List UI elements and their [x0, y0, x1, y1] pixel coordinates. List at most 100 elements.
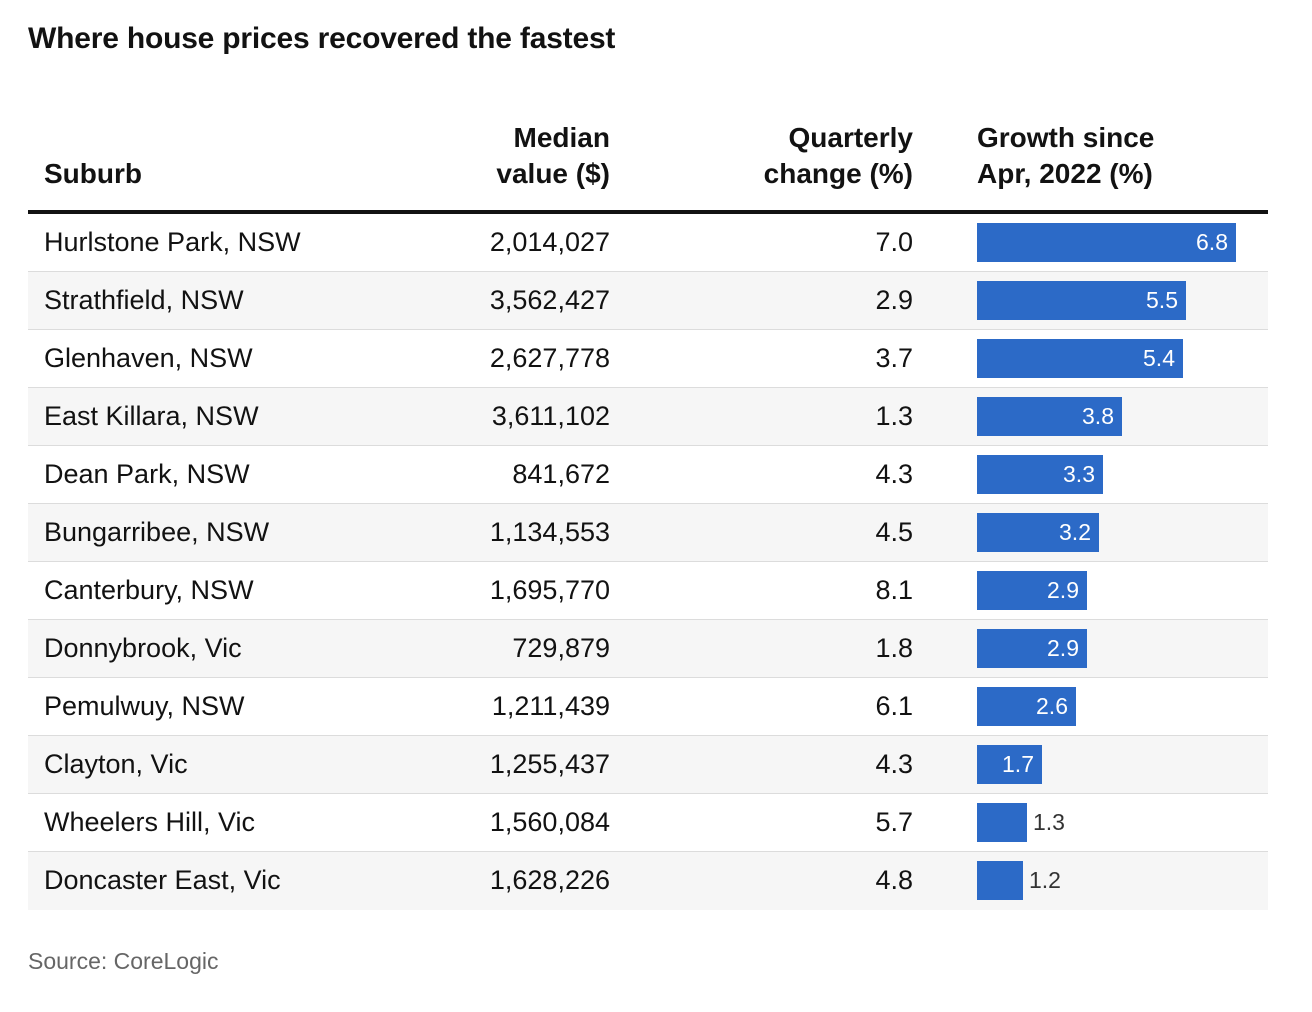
growth-bar-label: 1.7	[1002, 751, 1034, 777]
table-row: Canterbury, NSW 1,695,770 8.1 2.9	[28, 562, 1268, 620]
cell-suburb: Glenhaven, NSW	[44, 343, 253, 373]
cell-quarterly-change: 8.1	[875, 575, 913, 605]
growth-bar-cell: 1.3	[977, 803, 1267, 842]
cell-median-value: 1,695,770	[489, 575, 610, 605]
table-row: Doncaster East, Vic 1,628,226 4.8 1.2	[28, 852, 1268, 910]
cell-quarterly-change: 4.3	[875, 749, 913, 779]
growth-bar-label: 2.6	[1036, 693, 1068, 719]
cell-median-value: 3,562,427	[489, 285, 610, 315]
growth-bar-label: 2.9	[1047, 577, 1079, 603]
growth-bar-cell: 3.8	[977, 397, 1267, 436]
cell-quarterly-change: 4.5	[875, 517, 913, 547]
table-row: Clayton, Vic 1,255,437 4.3 1.7	[28, 736, 1268, 794]
cell-quarterly-change: 3.7	[875, 343, 913, 373]
cell-median-value: 729,879	[512, 633, 610, 663]
cell-suburb: Dean Park, NSW	[44, 459, 250, 489]
growth-bar	[977, 629, 1087, 668]
table-row: Pemulwuy, NSW 1,211,439 6.1 2.6	[28, 678, 1268, 736]
table-row: Wheelers Hill, Vic 1,560,084 5.7 1.3	[28, 794, 1268, 852]
data-table: Suburb Median value ($) Quarterly change…	[28, 112, 1268, 910]
cell-quarterly-change: 1.8	[875, 633, 913, 663]
table-row: Bungarribee, NSW 1,134,553 4.5 3.2	[28, 504, 1268, 562]
growth-bar-cell: 2.9	[977, 571, 1267, 610]
header-median-line1: Median	[513, 122, 610, 153]
cell-quarterly-change: 2.9	[875, 285, 913, 315]
cell-median-value: 2,014,027	[489, 227, 610, 257]
growth-bar-cell: 2.9	[977, 629, 1267, 668]
growth-bar-label: 3.2	[1059, 519, 1091, 545]
cell-quarterly-change: 1.3	[875, 401, 913, 431]
growth-bar-label: 2.9	[1047, 635, 1079, 661]
growth-bar-cell: 5.5	[977, 281, 1267, 320]
table-row: East Killara, NSW 3,611,102 1.3 3.8	[28, 388, 1268, 446]
growth-bar	[977, 397, 1122, 436]
growth-bar	[977, 223, 1236, 262]
growth-bar-label: 3.8	[1082, 403, 1114, 429]
cell-quarterly-change: 4.3	[875, 459, 913, 489]
table-row: Dean Park, NSW 841,672 4.3 3.3	[28, 446, 1268, 504]
cell-median-value: 1,628,226	[489, 865, 610, 895]
header-growth-line2: Apr, 2022 (%)	[977, 158, 1153, 189]
growth-bar	[977, 513, 1099, 552]
header-quarterly-change: Quarterly change (%)	[764, 120, 913, 192]
header-suburb-label: Suburb	[44, 158, 142, 189]
growth-bar-cell: 3.3	[977, 455, 1267, 494]
table-row: Strathfield, NSW 3,562,427 2.9 5.5	[28, 272, 1268, 330]
header-median-value: Median value ($)	[496, 120, 610, 192]
cell-suburb: Wheelers Hill, Vic	[44, 807, 256, 837]
growth-bar-cell: 1.7	[977, 745, 1267, 784]
table-body: Hurlstone Park, NSW 2,014,027 7.0 6.8 Strath…	[28, 214, 1268, 910]
header-growth: Growth since Apr, 2022 (%)	[977, 120, 1154, 192]
cell-median-value: 2,627,778	[489, 343, 610, 373]
growth-bar	[977, 281, 1186, 320]
growth-bar	[977, 803, 1027, 842]
cell-suburb: Hurlstone Park, NSW	[44, 227, 301, 257]
growth-bar-label: 5.4	[1143, 345, 1175, 371]
cell-quarterly-change: 4.8	[875, 865, 913, 895]
header-growth-line1: Growth since	[977, 122, 1155, 153]
table-row: Donnybrook, Vic 729,879 1.8 2.9	[28, 620, 1268, 678]
growth-bar	[977, 339, 1183, 378]
growth-bar	[977, 745, 1042, 784]
table-header: Suburb Median value ($) Quarterly change…	[28, 112, 1268, 214]
growth-bar	[977, 571, 1087, 610]
chart-title: Where house prices recovered the fastest	[28, 22, 616, 55]
cell-quarterly-change: 6.1	[875, 691, 913, 721]
growth-bar-cell: 3.2	[977, 513, 1267, 552]
cell-suburb: Pemulwuy, NSW	[44, 691, 245, 721]
growth-bar-label: 5.5	[1146, 287, 1178, 313]
cell-quarterly-change: 7.0	[875, 227, 913, 257]
growth-bar	[977, 861, 1023, 900]
cell-suburb: Doncaster East, Vic	[44, 865, 281, 895]
header-suburb: Suburb	[44, 156, 142, 192]
source-note: Source: CoreLogic	[28, 948, 219, 974]
table-row: Hurlstone Park, NSW 2,014,027 7.0 6.8	[28, 214, 1268, 272]
growth-bar	[977, 455, 1103, 494]
cell-median-value: 1,255,437	[489, 749, 610, 779]
growth-bar-cell: 2.6	[977, 687, 1267, 726]
cell-median-value: 3,611,102	[491, 401, 610, 431]
cell-median-value: 1,211,439	[491, 691, 610, 721]
cell-suburb: Clayton, Vic	[44, 749, 188, 779]
growth-bar-label: 3.3	[1063, 461, 1095, 487]
cell-suburb: Donnybrook, Vic	[44, 633, 242, 663]
cell-median-value: 1,560,084	[489, 807, 610, 837]
cell-quarterly-change: 5.7	[875, 807, 913, 837]
cell-median-value: 841,672	[512, 459, 610, 489]
header-quarterly-line2: change (%)	[763, 158, 913, 189]
cell-suburb: Strathfield, NSW	[44, 285, 244, 315]
cell-suburb: Bungarribee, NSW	[44, 517, 270, 547]
cell-suburb: Canterbury, NSW	[44, 575, 254, 605]
growth-bar-cell: 6.8	[977, 223, 1267, 262]
table-row: Glenhaven, NSW 2,627,778 3.7 5.4	[28, 330, 1268, 388]
growth-bar-cell: 1.2	[977, 861, 1267, 900]
header-quarterly-line1: Quarterly	[788, 122, 914, 153]
growth-bar-label: 6.8	[1196, 229, 1228, 255]
growth-bar-label: 1.2	[1029, 867, 1061, 893]
growth-bar-label: 1.3	[1033, 809, 1065, 835]
growth-bar	[977, 687, 1076, 726]
cell-suburb: East Killara, NSW	[44, 401, 259, 431]
header-median-line2: value ($)	[496, 158, 610, 189]
cell-median-value: 1,134,553	[489, 517, 610, 547]
growth-bar-cell: 5.4	[977, 339, 1267, 378]
